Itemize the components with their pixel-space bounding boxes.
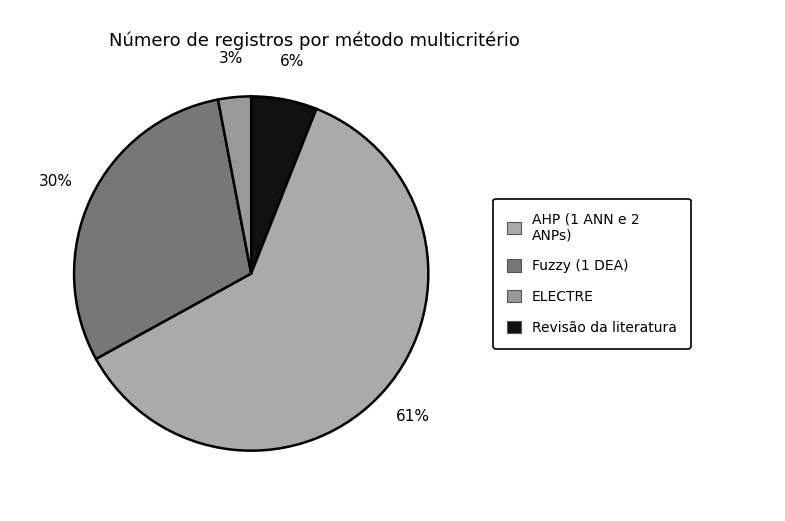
Wedge shape [218,96,251,274]
Text: Número de registros por método multicritério: Número de registros por método multicrit… [108,31,520,50]
Wedge shape [251,96,316,274]
Text: 61%: 61% [396,409,430,424]
Text: 30%: 30% [38,174,73,189]
Text: 6%: 6% [279,54,304,69]
Wedge shape [96,109,429,451]
Text: 3%: 3% [219,51,243,66]
Legend: AHP (1 ANN e 2
ANPs), Fuzzy (1 DEA), ELECTRE, Revisão da literatura: AHP (1 ANN e 2 ANPs), Fuzzy (1 DEA), ELE… [493,199,691,349]
Wedge shape [74,100,251,359]
